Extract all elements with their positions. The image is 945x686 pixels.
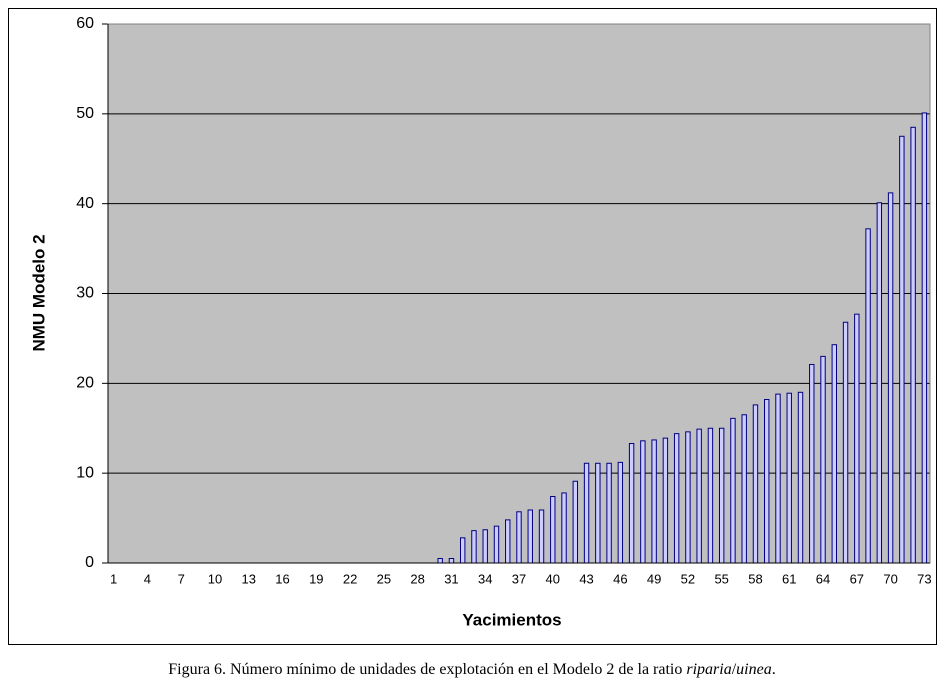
bar xyxy=(437,558,443,564)
bar xyxy=(730,417,736,564)
bar xyxy=(752,404,759,564)
bar xyxy=(673,433,680,564)
bar xyxy=(910,126,916,564)
bar xyxy=(505,519,511,564)
caption-part: / xyxy=(732,661,737,678)
bar xyxy=(809,363,815,564)
x-tick-label: 58 xyxy=(748,571,762,586)
caption-part: . xyxy=(772,661,776,678)
bar xyxy=(820,355,826,564)
x-axis-label: Yacimientos xyxy=(462,610,561,629)
bar xyxy=(527,509,533,564)
bar xyxy=(775,393,781,564)
bar xyxy=(741,414,747,564)
x-tick-label: 70 xyxy=(883,571,897,586)
x-tick-label: 73 xyxy=(917,571,931,586)
bar xyxy=(459,537,466,564)
bar xyxy=(550,496,556,564)
bar xyxy=(471,530,477,564)
bar xyxy=(538,509,545,564)
bar xyxy=(583,462,590,564)
bar xyxy=(718,427,725,564)
x-tick-label: 55 xyxy=(714,571,728,586)
x-tick-label: 49 xyxy=(647,571,661,586)
x-tick-label: 34 xyxy=(478,571,492,586)
x-tick-label: 64 xyxy=(816,571,830,586)
bar xyxy=(876,202,883,564)
y-tick-label: 10 xyxy=(76,464,94,481)
bar xyxy=(921,112,928,564)
bar xyxy=(448,558,455,564)
y-tick-label: 20 xyxy=(76,375,94,392)
x-tick-label: 22 xyxy=(343,571,357,586)
x-tick-label: 25 xyxy=(377,571,391,586)
x-tick-label: 4 xyxy=(144,571,151,586)
bar xyxy=(764,399,770,564)
bar xyxy=(617,461,624,564)
bar xyxy=(640,440,646,564)
y-tick-label: 50 xyxy=(76,105,94,122)
x-tick-label: 10 xyxy=(208,571,222,586)
bar xyxy=(516,511,522,564)
bar xyxy=(696,428,702,564)
x-tick-label: 16 xyxy=(275,571,289,586)
y-tick-label: 30 xyxy=(76,285,94,302)
caption-part: riparia xyxy=(686,661,731,678)
bar xyxy=(831,344,837,564)
bar xyxy=(662,437,669,564)
y-tick-label: 0 xyxy=(85,554,94,571)
bar xyxy=(561,492,567,564)
bar xyxy=(628,443,635,564)
x-tick-label: 61 xyxy=(782,571,796,586)
bar xyxy=(493,525,500,564)
caption-part: Figura 6. Número mínimo de unidades de e… xyxy=(168,661,686,678)
x-tick-label: 37 xyxy=(512,571,526,586)
x-tick-label: 67 xyxy=(850,571,864,586)
x-tick-label: 13 xyxy=(242,571,256,586)
bar xyxy=(482,529,488,564)
bar xyxy=(685,431,691,564)
y-tick-label: 40 xyxy=(76,195,94,212)
x-tick-label: 19 xyxy=(309,571,323,586)
x-tick-label: 31 xyxy=(444,571,458,586)
bar xyxy=(595,462,601,564)
y-tick-label: 60 xyxy=(76,15,94,32)
x-tick-label: 40 xyxy=(546,571,560,586)
bar xyxy=(887,192,894,564)
x-tick-label: 43 xyxy=(579,571,593,586)
bar xyxy=(854,313,860,564)
bar xyxy=(572,480,579,564)
bar xyxy=(865,228,871,564)
caption: Figura 6. Número mínimo de unidades de e… xyxy=(168,661,775,678)
bar xyxy=(707,427,714,564)
bar xyxy=(842,321,849,564)
y-axis-label: NMU Modelo 2 xyxy=(29,234,48,351)
x-tick-label: 52 xyxy=(681,571,695,586)
caption-part: uinea xyxy=(736,661,772,678)
x-tick-label: 28 xyxy=(410,571,424,586)
x-tick-label: 46 xyxy=(613,571,627,586)
bar xyxy=(797,391,804,564)
bar xyxy=(786,392,792,564)
bar xyxy=(651,439,657,564)
bar xyxy=(606,462,612,564)
x-tick-label: 7 xyxy=(178,571,185,586)
x-tick-label: 1 xyxy=(110,571,117,586)
bar xyxy=(899,135,905,564)
